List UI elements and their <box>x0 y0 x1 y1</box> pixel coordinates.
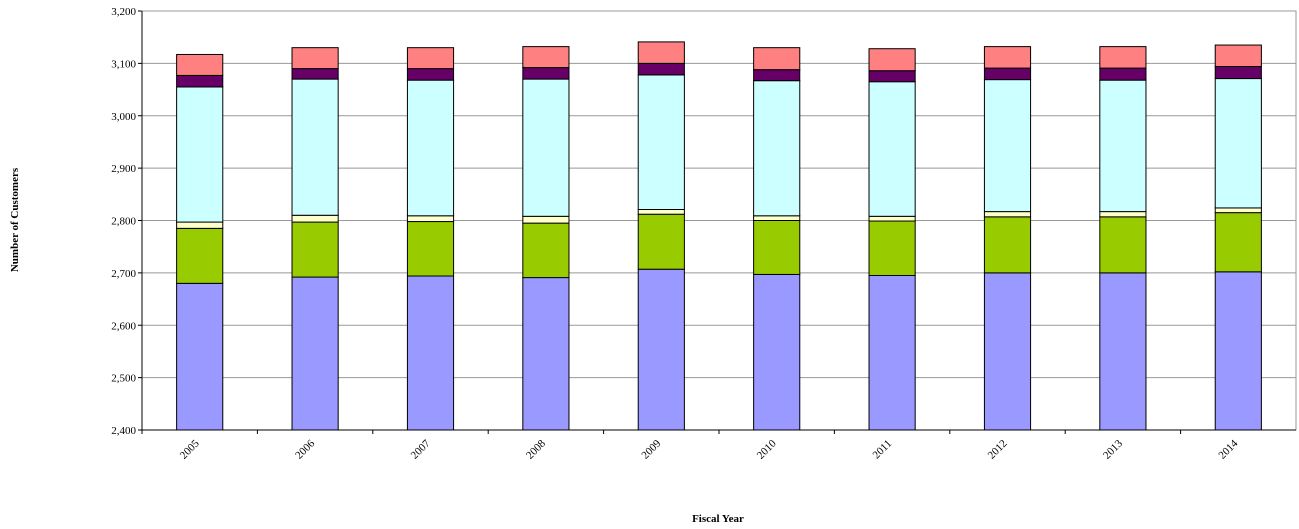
bar-segment <box>753 215 801 222</box>
bar-segment <box>753 69 801 82</box>
bar-segment <box>868 81 916 217</box>
bar-segment <box>406 68 455 81</box>
bar-segment <box>868 48 916 72</box>
bar-segment <box>637 74 685 211</box>
bar-segment <box>291 276 339 431</box>
bar-segment <box>291 68 339 80</box>
bar-segment <box>637 209 685 215</box>
x-tick-label: 2009 <box>639 437 663 461</box>
x-tick-label: 2008 <box>524 437 548 461</box>
y-tick-label: 2,900 <box>111 163 136 175</box>
bar-segment <box>176 227 224 284</box>
y-tick-label: 2,400 <box>111 425 136 437</box>
bar-segment <box>406 275 455 431</box>
x-tick-label: 2010 <box>755 437 779 461</box>
bar-segment <box>868 220 916 276</box>
bar-segment <box>522 277 570 431</box>
bar-segment <box>176 53 224 76</box>
y-tick-label: 3,100 <box>111 58 136 70</box>
bar-segment <box>753 80 801 217</box>
x-tick-label: 2005 <box>178 437 202 461</box>
bar-segment <box>1099 211 1147 218</box>
bar-segment <box>406 79 455 217</box>
bar-segment <box>291 47 339 70</box>
bar-segment <box>406 221 455 277</box>
bar-segment <box>176 74 224 88</box>
y-axis-title: Number of Customers <box>9 167 21 272</box>
bar-segment <box>291 214 339 223</box>
bar-segment <box>176 86 224 223</box>
x-axis-title: Fiscal Year <box>692 513 744 525</box>
bar-segment <box>637 213 685 270</box>
bar-segment <box>983 216 1032 274</box>
x-tick-label: 2006 <box>293 437 317 461</box>
bar-segment <box>753 220 801 275</box>
bar-segment <box>1099 272 1147 431</box>
bar-segment <box>1214 207 1262 214</box>
bar-segment <box>406 215 455 223</box>
bar-segment <box>176 221 224 229</box>
x-tick-label: 2012 <box>986 438 1010 462</box>
bar-segment <box>983 46 1032 69</box>
bar-segment <box>753 273 801 431</box>
bar-segment <box>1099 79 1147 213</box>
bar-segment <box>1214 66 1262 80</box>
bar-segment <box>406 47 455 70</box>
bar-segment <box>1099 46 1147 69</box>
bar-segment <box>522 67 570 80</box>
bar-segment <box>637 62 685 76</box>
bar-segment <box>291 221 339 278</box>
x-tick-label: 2011 <box>870 438 894 462</box>
bar-segment <box>291 78 339 216</box>
bar-segment <box>983 79 1032 213</box>
bar-segment <box>176 282 224 431</box>
bar-segment <box>1214 271 1262 431</box>
bar-segment <box>522 222 570 279</box>
x-tick-label: 2014 <box>1216 437 1240 461</box>
bar-segment <box>753 47 801 71</box>
y-tick-label: 3,200 <box>111 6 136 18</box>
bar-segment <box>1214 78 1262 209</box>
y-tick-label: 2,600 <box>111 320 136 332</box>
bar-segment <box>1214 44 1262 68</box>
bar-segment <box>1214 212 1262 273</box>
bar-segment <box>1099 67 1147 81</box>
bar-segment <box>983 211 1032 218</box>
bar-segment <box>868 274 916 431</box>
y-tick-label: 3,000 <box>111 111 136 123</box>
bar-segment <box>522 215 570 224</box>
bar-segment <box>522 46 570 69</box>
bar-segment <box>522 78 570 217</box>
y-tick-label: 2,800 <box>111 216 136 228</box>
bar-segment <box>983 67 1032 81</box>
bar-segment <box>983 272 1032 431</box>
bar-segment <box>1099 216 1147 274</box>
x-tick-label: 2013 <box>1101 437 1125 461</box>
y-tick-label: 2,700 <box>111 268 136 280</box>
bar-segment <box>637 268 685 431</box>
x-tick-label: 2007 <box>409 437 433 461</box>
bar-segment <box>868 70 916 83</box>
y-tick-label: 2,500 <box>111 373 136 385</box>
bar-segment <box>868 215 916 222</box>
bar-segment <box>637 41 685 64</box>
